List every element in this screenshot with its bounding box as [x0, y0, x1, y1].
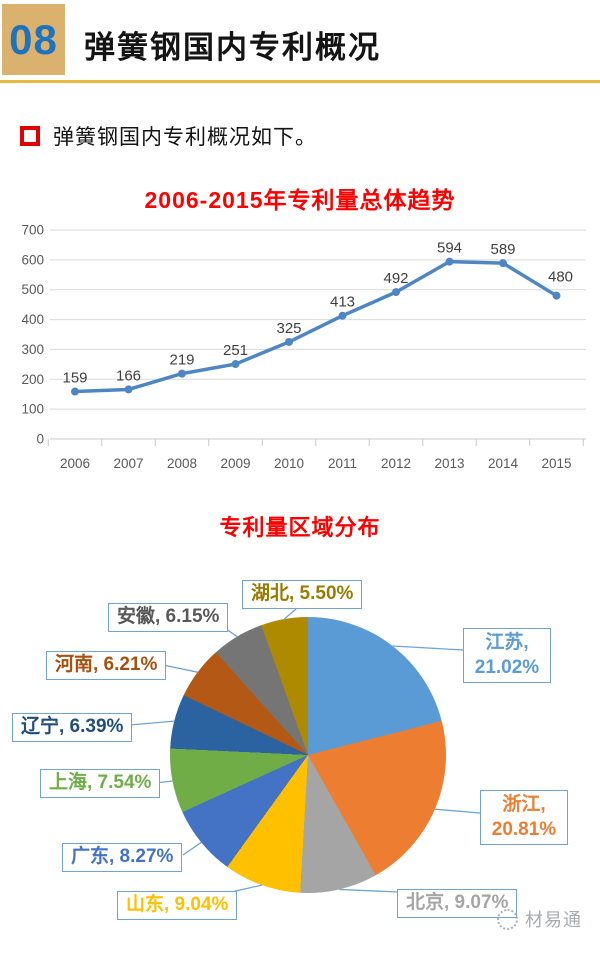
section-number: 08: [9, 15, 58, 63]
svg-text:200: 200: [21, 372, 44, 387]
svg-text:2006: 2006: [60, 456, 90, 471]
line-data-label: 325: [276, 320, 301, 337]
pie-label-5: 广东, 8.27%: [62, 843, 183, 872]
svg-text:500: 500: [21, 282, 44, 297]
line-data-label: 492: [383, 270, 408, 287]
pie-label-9: 安徽, 6.15%: [108, 603, 229, 632]
watermark-logo-icon: [497, 908, 518, 930]
line-chart-title: 2006-2015年专利量总体趋势: [144, 187, 456, 213]
svg-text:300: 300: [21, 342, 44, 357]
svg-text:2015: 2015: [541, 456, 571, 471]
line-chart-canvas: 0 100 200 300 400 500 600 700 2006 2007 2008 2009 20…: [21, 223, 586, 471]
svg-text:700: 700: [21, 223, 44, 238]
svg-text:2007: 2007: [113, 456, 143, 471]
svg-text:0: 0: [36, 432, 44, 447]
line-data-label: 166: [116, 367, 141, 384]
svg-text:2009: 2009: [220, 456, 250, 471]
square-bullet-icon: [20, 126, 40, 146]
page-title: 弹簧钢国内专利概况: [84, 30, 381, 65]
pie-circle: [170, 617, 446, 893]
pie-chart-title: 专利量区域分布: [219, 515, 381, 540]
watermark-text: 材易通: [525, 910, 582, 930]
svg-text:100: 100: [21, 402, 44, 417]
svg-text:2008: 2008: [167, 456, 197, 471]
svg-text:2013: 2013: [434, 456, 464, 471]
watermark: 材易通: [497, 906, 582, 932]
pie-label-2: 浙江, 20.81%: [480, 790, 568, 846]
pie-label-3: 北京, 9.07%: [397, 889, 518, 918]
line-chart: 0 100 200 300 400 500 600 700 2006 2007 2008 2009 20…: [0, 170, 600, 485]
svg-text:2010: 2010: [274, 456, 304, 471]
line-data-label: 251: [223, 342, 248, 359]
pie-label-7: 辽宁, 6.39%: [12, 713, 133, 742]
svg-text:600: 600: [21, 252, 44, 267]
divider-rule: [0, 80, 600, 83]
pie-label-10: 湖北, 5.50%: [242, 580, 363, 609]
line-data-label: 159: [62, 370, 87, 387]
pie-label-4: 山东, 9.04%: [117, 891, 238, 920]
intro-text: 弹簧钢国内专利概况如下。: [53, 126, 317, 149]
intro-line: 弹簧钢国内专利概况如下。: [20, 121, 317, 151]
svg-text:2011: 2011: [328, 456, 357, 471]
section-number-box: 08: [2, 4, 65, 75]
pie-label-1: 江苏, 21.02%: [463, 628, 551, 684]
pie-chart: 江苏, 21.02% 浙江, 20.81% 北京, 9.07% 山东, 9.04% 广东, …: [0, 545, 600, 960]
svg-text:2012: 2012: [381, 456, 411, 471]
line-data-label: 589: [490, 241, 515, 258]
pie-label-8: 河南, 6.21%: [46, 651, 167, 680]
svg-text:400: 400: [21, 312, 44, 327]
svg-text:2014: 2014: [488, 456, 519, 471]
pie-label-6: 上海, 7.54%: [40, 769, 161, 798]
line-data-label: 594: [437, 240, 462, 257]
line-data-label: 413: [330, 294, 355, 311]
line-data-label: 219: [169, 352, 194, 369]
line-data-label: 480: [548, 269, 573, 286]
